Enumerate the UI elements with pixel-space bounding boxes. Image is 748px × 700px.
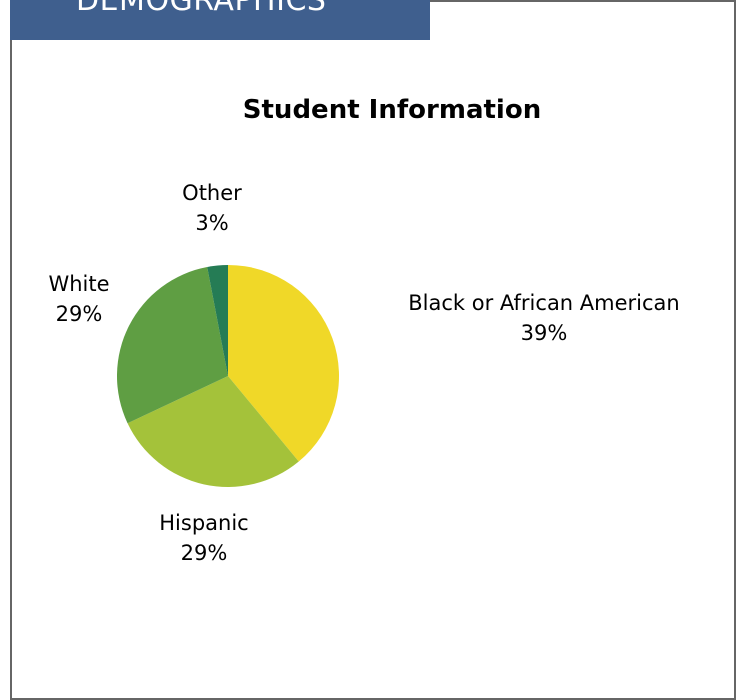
- pie-slice-hispanic: [127, 376, 299, 488]
- pie-slice-other: [207, 265, 228, 376]
- pie-slice-black-or-african-american: [228, 265, 339, 462]
- slice-label-black-or-african-american: Black or African American: [408, 291, 679, 315]
- pie-slices: [116, 265, 339, 488]
- slice-label-white: White: [48, 272, 109, 296]
- chart-title: Student Information: [243, 95, 541, 125]
- pie-labels: Black or African American 39% Hispanic 29% W…: [48, 181, 679, 565]
- section-header-label: DEMOGRAPHICS: [76, 0, 327, 18]
- pie-slice-white: [116, 266, 228, 424]
- slice-label-other: Other: [182, 181, 242, 205]
- slice-value-hispanic: 29%: [181, 541, 228, 565]
- slice-value-white: 29%: [56, 302, 103, 326]
- slice-value-black-or-african-american: 39%: [521, 321, 568, 345]
- slice-label-hispanic: Hispanic: [159, 511, 248, 535]
- section-header: DEMOGRAPHICS: [10, 0, 430, 40]
- slice-value-other: 3%: [195, 211, 228, 235]
